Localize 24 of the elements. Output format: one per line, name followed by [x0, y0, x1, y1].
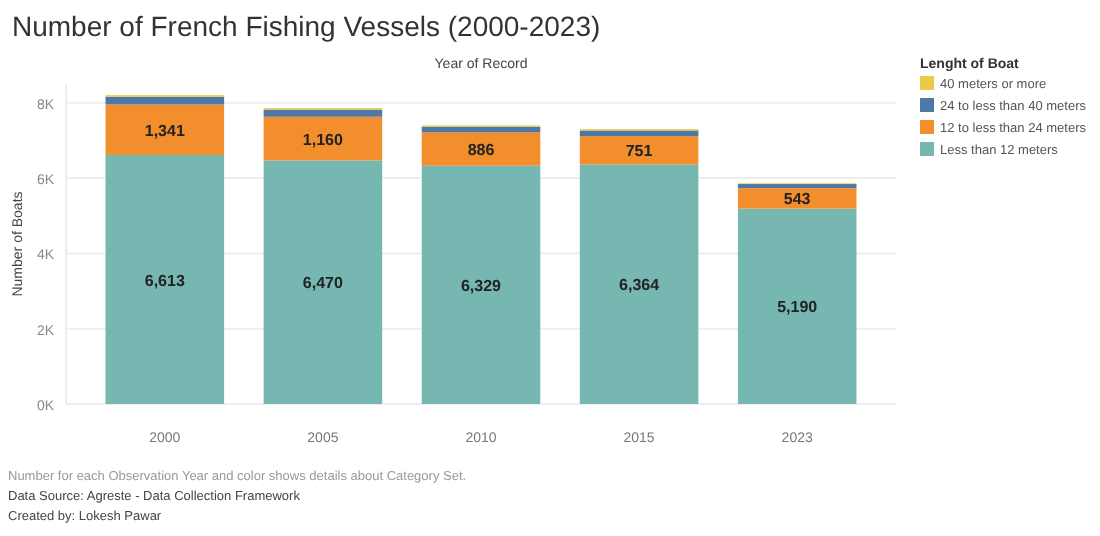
data-label: 1,341	[144, 121, 186, 140]
bar	[421, 165, 541, 404]
bar	[579, 130, 699, 137]
data-label: 6,613	[144, 271, 186, 290]
bar	[263, 116, 383, 161]
data-label: 6,470	[302, 274, 345, 293]
chart-title: Number of French Fishing Vessels (2000-2023)	[12, 10, 601, 42]
bar	[105, 104, 225, 156]
bar	[263, 109, 383, 117]
bar	[579, 164, 699, 404]
bar	[105, 155, 225, 404]
data-label: 5,190	[777, 298, 819, 317]
data-label: 6,364	[619, 276, 661, 295]
bar	[737, 188, 857, 209]
bar	[105, 96, 225, 105]
data-label: 6,329	[460, 276, 503, 295]
bar	[421, 132, 541, 166]
bar	[579, 136, 699, 165]
data-label: 1,160	[302, 130, 345, 149]
bar	[263, 160, 383, 404]
bar	[737, 208, 857, 404]
data-label: 543	[783, 190, 812, 209]
data-label: 751	[625, 142, 654, 161]
data-label: 886	[467, 141, 496, 160]
